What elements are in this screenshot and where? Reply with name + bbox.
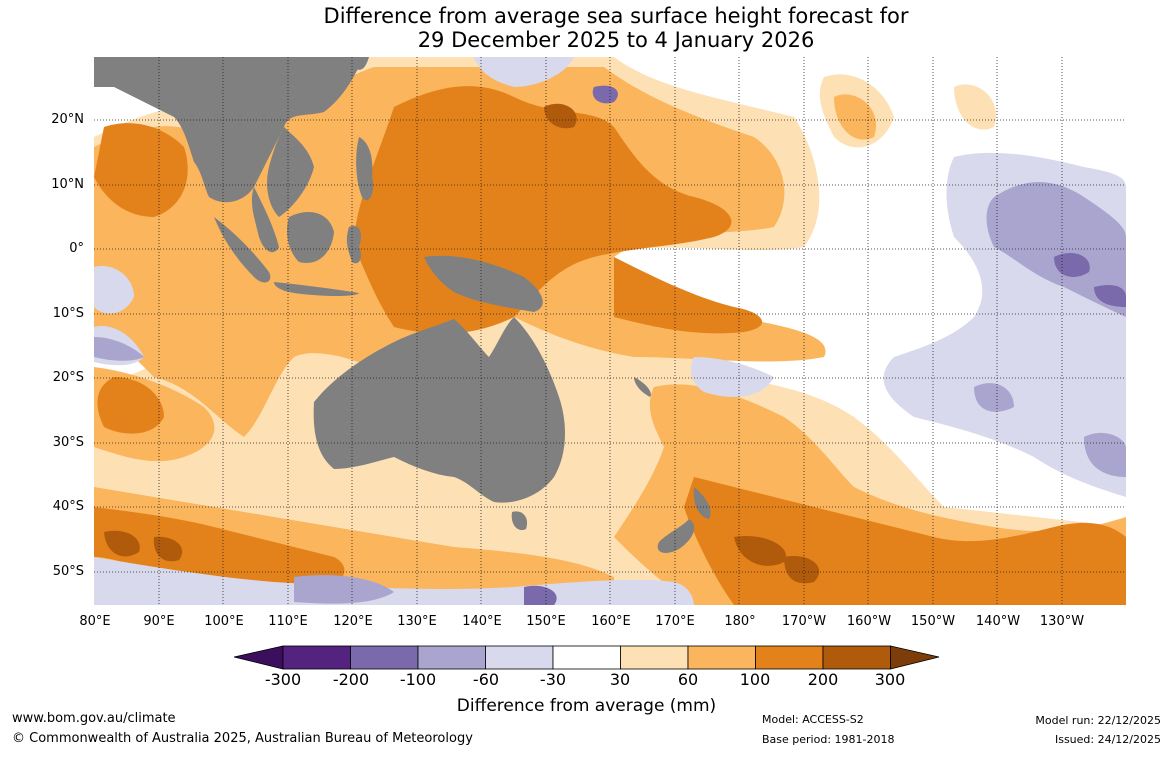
lon-label-150w: 150°W xyxy=(910,614,956,629)
negative-anomaly-60 xyxy=(94,182,1126,604)
legend-tick-neg200: -200 xyxy=(332,670,370,689)
legend-swatch-30-60 xyxy=(620,645,689,670)
legend-tick-neg60: -60 xyxy=(472,670,500,689)
legend-swatch-60-100 xyxy=(687,645,756,670)
lon-label-130w: 130°W xyxy=(1039,614,1085,629)
lon-label-170w: 170°W xyxy=(781,614,827,629)
copyright-text: © Commonwealth of Australia 2025, Austra… xyxy=(12,731,473,746)
lat-label-40s: 40°S xyxy=(52,499,84,514)
lat-label-10s: 10°S xyxy=(52,306,84,321)
japan xyxy=(356,57,369,70)
issued-date: Issued: 24/12/2025 xyxy=(1054,733,1161,746)
legend-swatch-60-30 xyxy=(485,645,554,670)
legend-swatch-100-60 xyxy=(417,645,486,670)
lon-label-140w: 140°W xyxy=(975,614,1021,629)
lon-label-130e: 130°E xyxy=(397,614,437,629)
indochina-landmass xyxy=(267,127,314,217)
lon-label-160w: 160°W xyxy=(846,614,892,629)
lon-label-90e: 90°E xyxy=(143,614,175,629)
borneo xyxy=(287,212,334,263)
legend-tick-200: 200 xyxy=(807,670,839,689)
legend-tick-neg300: -300 xyxy=(264,670,302,689)
asia-landmass xyxy=(94,57,364,203)
malay-peninsula xyxy=(251,187,279,253)
base-period: Base period: 1981-2018 xyxy=(762,733,895,746)
lon-label-180: 180° xyxy=(724,614,756,629)
graticule xyxy=(94,57,1126,605)
lon-label-100e: 100°E xyxy=(204,614,244,629)
legend-swatch-200-100 xyxy=(350,645,419,670)
title-line-1: Difference from average sea surface heig… xyxy=(323,4,909,28)
lat-label-50s: 50°S xyxy=(52,564,84,579)
legend-tick-neg100: -100 xyxy=(399,670,437,689)
color-legend-bar xyxy=(234,645,940,670)
new-guinea xyxy=(424,255,543,312)
new-zealand-north xyxy=(693,487,711,519)
lat-label-20s: 20°S xyxy=(52,370,84,385)
model-name: Model: ACCESS-S2 xyxy=(762,713,864,726)
sulawesi xyxy=(346,225,362,264)
philippines xyxy=(356,137,374,201)
website-link[interactable]: www.bom.gov.au/climate xyxy=(12,711,176,726)
legend-swatch-300-200 xyxy=(282,645,351,670)
negative-anomaly-100 xyxy=(524,85,1126,605)
legend-swatch-above-300 xyxy=(890,645,940,670)
land-masses xyxy=(94,57,711,553)
title-line-2: 29 December 2025 to 4 January 2026 xyxy=(417,28,815,52)
legend-swatch-below-300 xyxy=(234,645,284,670)
legend-title: Difference from average (mm) xyxy=(456,696,717,716)
lon-label-160e: 160°E xyxy=(591,614,631,629)
lat-label-20n: 20°N xyxy=(51,112,84,127)
lon-label-120e: 120°E xyxy=(333,614,373,629)
lat-label-10n: 10°N xyxy=(51,177,84,192)
lon-label-80e: 80°E xyxy=(79,614,111,629)
legend-tick-300: 300 xyxy=(874,670,906,689)
java xyxy=(274,282,359,296)
sumatra xyxy=(214,217,271,283)
legend-tick-100: 100 xyxy=(739,670,771,689)
lon-label-170e: 170°E xyxy=(655,614,695,629)
new-caledonia xyxy=(634,377,651,397)
legend-tick-30: 30 xyxy=(609,670,631,689)
legend-tick-neg30: -30 xyxy=(539,670,567,689)
legend-swatch-200-300 xyxy=(822,645,891,670)
lat-label-30s: 30°S xyxy=(52,435,84,450)
lon-label-150e: 150°E xyxy=(526,614,566,629)
lon-label-140e: 140°E xyxy=(462,614,502,629)
sea-surface-height-map xyxy=(94,57,1126,605)
legend-swatch-30-30 xyxy=(552,645,621,670)
lat-label-equator: 0° xyxy=(69,241,84,256)
australia xyxy=(313,317,566,503)
new-zealand-south xyxy=(657,519,695,553)
legend-tick-60: 60 xyxy=(677,670,699,689)
model-run-date: Model run: 22/12/2025 xyxy=(1035,714,1161,727)
positive-anomaly-200 xyxy=(104,103,820,584)
lon-label-110e: 110°E xyxy=(268,614,308,629)
tasmania xyxy=(511,511,528,531)
legend-swatch-100-200 xyxy=(755,645,824,670)
chart-title: Difference from average sea surface heig… xyxy=(0,4,1173,52)
